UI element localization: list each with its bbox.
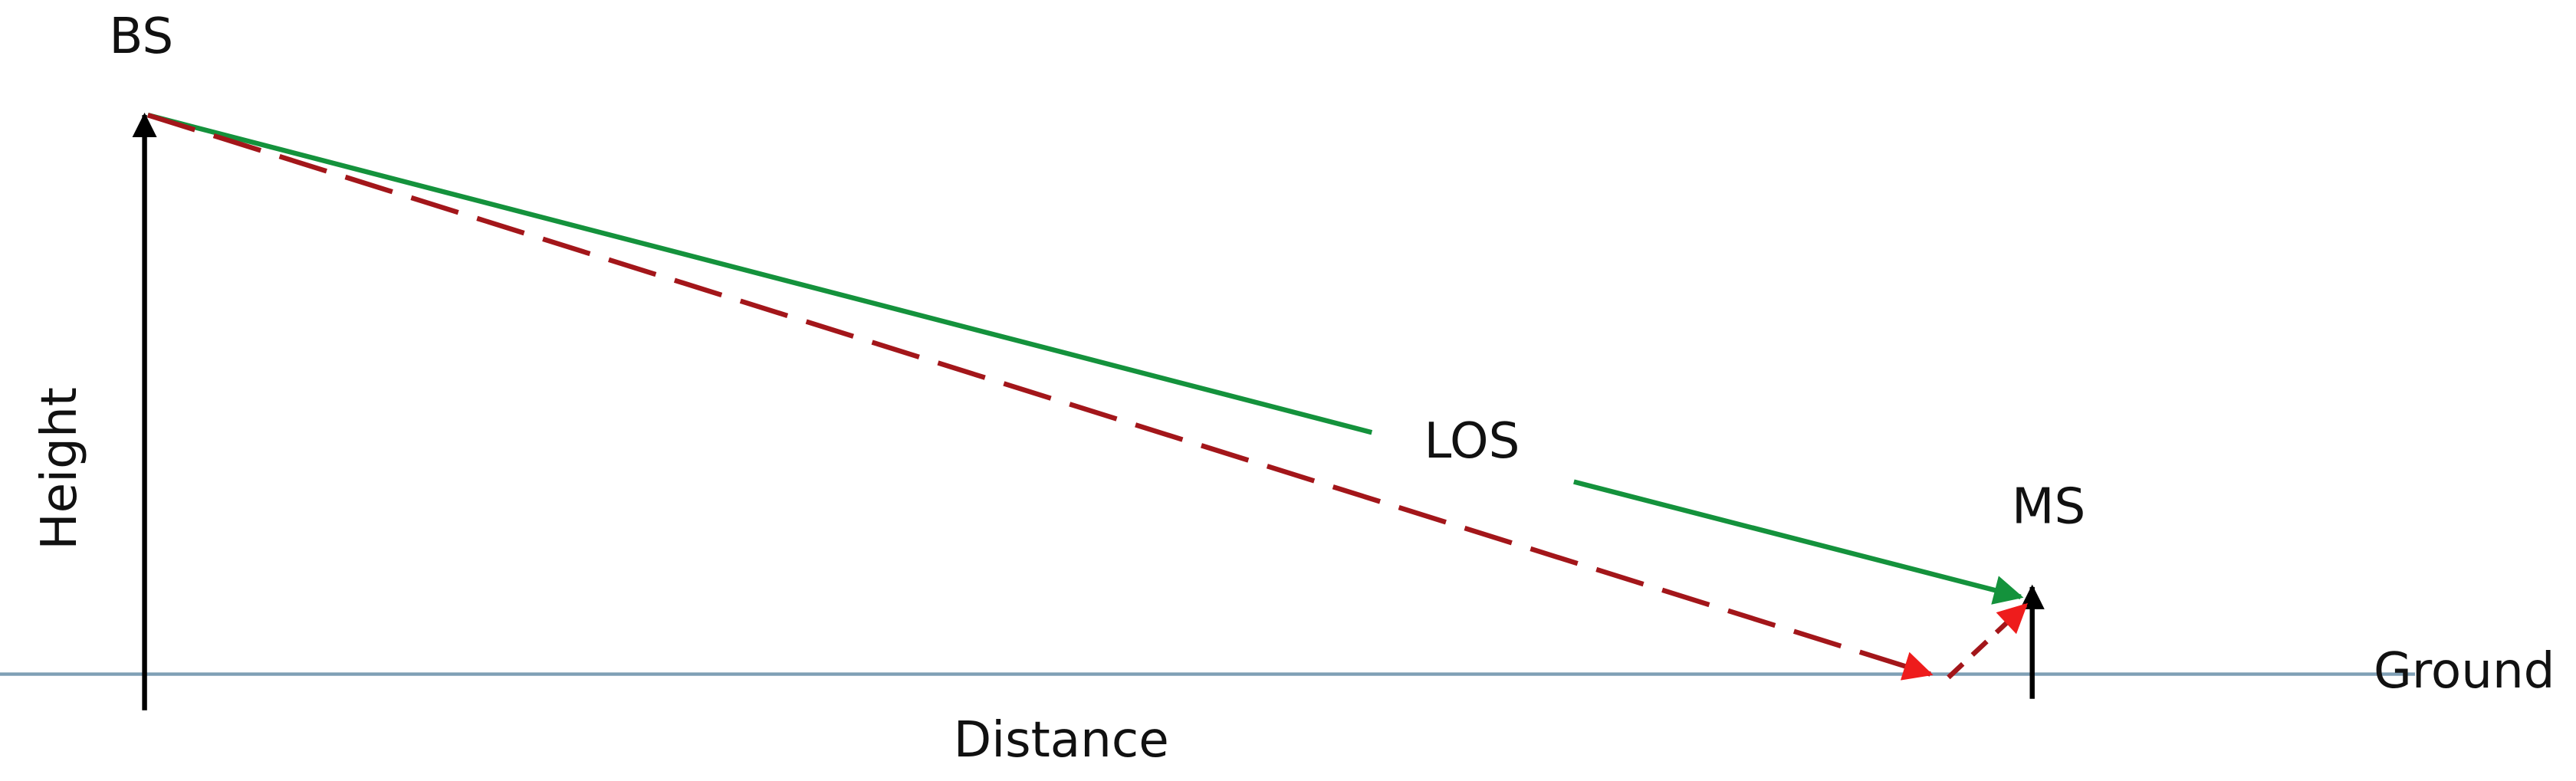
height-label: Height: [31, 387, 88, 550]
distance-label: Distance: [954, 711, 1169, 769]
reflected-path: [1947, 602, 2028, 680]
los-line: [1573, 479, 2024, 605]
ms-label: MS: [2012, 478, 2085, 536]
los-label: LOS: [1424, 412, 1520, 470]
ground-label: Ground: [2374, 642, 2555, 700]
reflected-path: [146, 113, 1934, 681]
los-line: [147, 113, 1373, 435]
bs-label: BS: [109, 8, 173, 65]
